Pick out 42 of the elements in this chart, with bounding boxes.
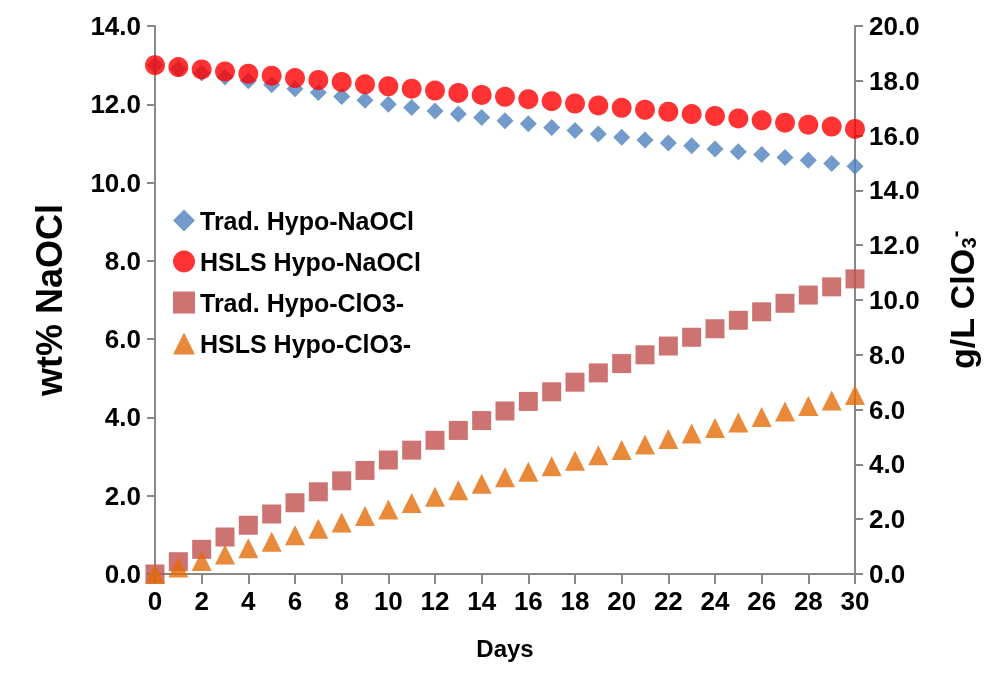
x-tick-label: 8	[334, 586, 349, 616]
x-tick-label: 24	[700, 586, 730, 616]
x-tick-label: 0	[147, 586, 163, 616]
x-tick-label: 10	[373, 586, 403, 616]
y2-tick-label: 0.0	[869, 559, 906, 589]
y2-axis-title: g/L ClO3-	[943, 230, 981, 370]
y-tick-label: 4.0	[104, 402, 141, 433]
x-tick-label: 2	[194, 586, 209, 616]
y-tick-label: 12.0	[90, 89, 141, 120]
x-tick-label: 20	[607, 586, 637, 616]
y2-tick-label: 10.0	[869, 285, 920, 315]
x-tick-label: 12	[420, 586, 450, 616]
legend-label: HSLS Hypo-ClO3-	[200, 329, 412, 358]
y2-tick-label: 6.0	[869, 394, 906, 425]
y-axis-title: wt% NaOCl	[28, 203, 70, 398]
x-tick-label: 4	[241, 586, 257, 616]
y-tick-label: 0.0	[104, 559, 141, 589]
x-tick-label: 16	[513, 586, 543, 616]
y2-tick-label: 8.0	[869, 339, 906, 370]
y-tick-label: 10.0	[90, 167, 141, 198]
x-tick-label: 14	[467, 586, 497, 616]
x-tick-label: 26	[747, 586, 777, 616]
x-tick-label: 30	[840, 586, 870, 616]
y2-tick-label: 2.0	[869, 504, 906, 535]
y-tick-label: 8.0	[104, 245, 141, 276]
y2-tick-label: 18.0	[869, 65, 920, 96]
y2-tick-label: 20.0	[869, 11, 920, 41]
legend-label: Trad. Hypo-NaOCl	[200, 206, 414, 235]
x-tick-label: 22	[653, 586, 683, 616]
x-axis-title: Days	[476, 634, 534, 662]
y2-tick-label: 14.0	[869, 175, 920, 206]
y2-tick-label: 16.0	[869, 120, 920, 151]
legend-label: Trad. Hypo-ClO3-	[200, 288, 405, 317]
y-tick-label: 14.0	[90, 11, 141, 41]
x-tick-label: 6	[287, 586, 303, 616]
x-tick-label: 28	[793, 586, 823, 616]
legend-label: HSLS Hypo-NaOCl	[200, 247, 421, 276]
y-tick-label: 2.0	[104, 480, 141, 511]
y2-tick-label: 4.0	[869, 449, 906, 480]
y2-tick-label: 12.0	[869, 230, 920, 261]
y-tick-label: 6.0	[104, 324, 141, 355]
x-tick-label: 18	[560, 586, 590, 616]
